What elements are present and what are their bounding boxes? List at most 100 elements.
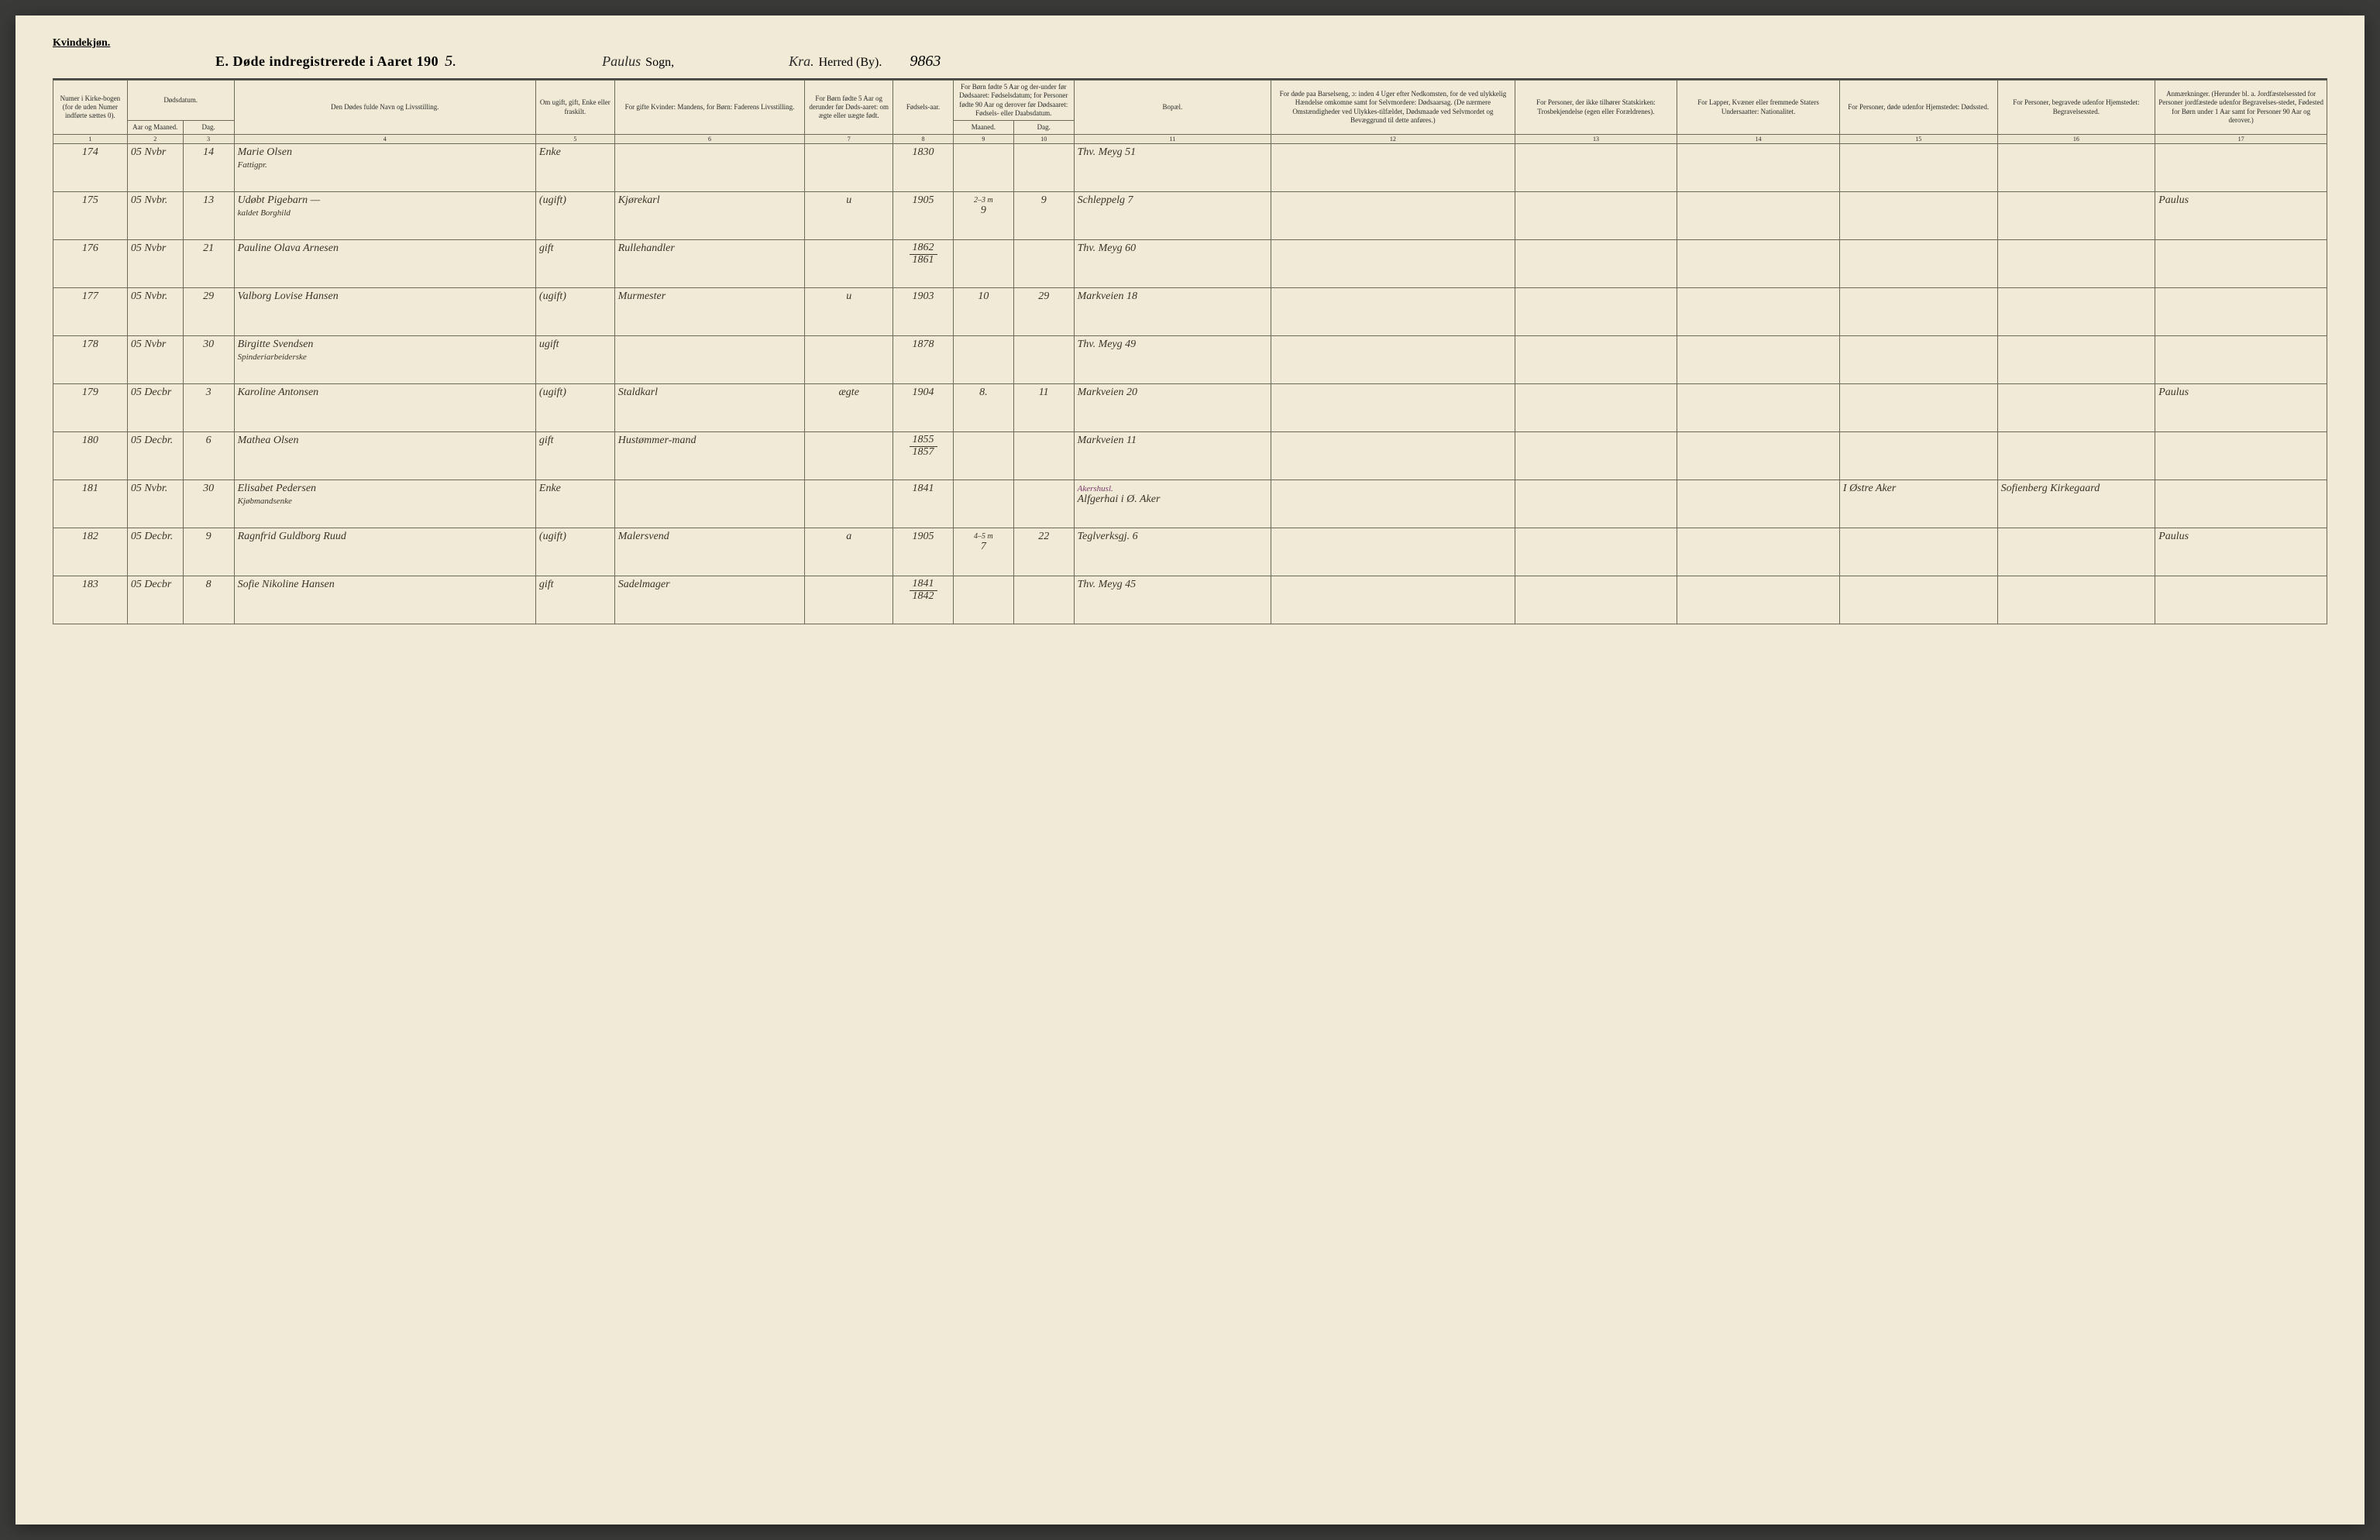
cell-bopael: Markveien 11	[1074, 432, 1271, 480]
colnum: 1	[53, 135, 128, 144]
cell-15	[1839, 384, 1997, 432]
colnum: 7	[805, 135, 893, 144]
cell-14	[1677, 432, 1840, 480]
cell-12	[1271, 576, 1515, 624]
cell-bopael: Akershusl.Alfgerhai i Ø. Aker	[1074, 480, 1271, 528]
cell-dag: 30	[183, 336, 234, 384]
cell-16	[1997, 336, 2155, 384]
cell-faar: 1841	[893, 480, 954, 528]
cell-dag: 21	[183, 240, 234, 288]
cell-14	[1677, 144, 1840, 192]
colnum: 12	[1271, 135, 1515, 144]
cell-fdag	[1013, 336, 1074, 384]
cell-13	[1515, 336, 1677, 384]
cell-aegte	[805, 576, 893, 624]
table-row: 17605 Nvbr21Pauline Olava ArnesengiftRul…	[53, 240, 2327, 288]
cell-bopael: Markveien 20	[1074, 384, 1271, 432]
cell-aegte	[805, 480, 893, 528]
cell-12	[1271, 480, 1515, 528]
cell-faar: 1830	[893, 144, 954, 192]
cell-12	[1271, 192, 1515, 240]
cell-navn: Marie OlsenFattigpr.	[234, 144, 535, 192]
cell-15	[1839, 288, 1997, 336]
cell-faar: 18621861	[893, 240, 954, 288]
cell-fdag: 22	[1013, 528, 1074, 576]
cell-fader: Sadelmager	[614, 576, 805, 624]
cell-faar: 1903	[893, 288, 954, 336]
cell-stand: ugift	[535, 336, 614, 384]
cell-dag: 14	[183, 144, 234, 192]
cell-fader: Kjørekarl	[614, 192, 805, 240]
page-number: 9863	[910, 53, 941, 70]
cell-stand: gift	[535, 432, 614, 480]
cell-stand: (ugift)	[535, 384, 614, 432]
cell-fmnd	[953, 480, 1013, 528]
col-14: For Lapper, Kvæner eller fremmede Stater…	[1677, 81, 1840, 135]
cell-16	[1997, 144, 2155, 192]
colnum-row: 1 2 3 4 5 6 7 8 9 10 11 12 13 14 15 16 1…	[53, 135, 2327, 144]
col-16: For Personer, begravede udenfor Hjemsted…	[1997, 81, 2155, 135]
cell-aar: 05 Nvbr	[127, 240, 183, 288]
cell-16	[1997, 528, 2155, 576]
sogn-value: Paulus	[602, 53, 641, 70]
table-row: 18105 Nvbr.30Elisabet PedersenKjøbmandse…	[53, 480, 2327, 528]
colnum: 17	[2155, 135, 2327, 144]
cell-fmnd	[953, 432, 1013, 480]
col-13: For Personer, der ikke tilhører Statskir…	[1515, 81, 1677, 135]
cell-fmnd	[953, 144, 1013, 192]
cell-aar: 05 Decbr.	[127, 528, 183, 576]
cell-16	[1997, 384, 2155, 432]
title-prefix: E. Døde indregistrerede i Aaret 190	[215, 53, 439, 70]
cell-14	[1677, 192, 1840, 240]
cell-faar: 18411842	[893, 576, 954, 624]
table-row: 17905 Decbr3Karoline Antonsen(ugift)Stal…	[53, 384, 2327, 432]
cell-14	[1677, 288, 1840, 336]
cell-bopael: Thv. Meyg 60	[1074, 240, 1271, 288]
col-2-group: Dødsdatum.	[127, 81, 234, 121]
cell-faar: 1878	[893, 336, 954, 384]
cell-fdag	[1013, 576, 1074, 624]
cell-13	[1515, 144, 1677, 192]
cell-15	[1839, 336, 1997, 384]
colnum: 10	[1013, 135, 1074, 144]
cell-fmnd	[953, 336, 1013, 384]
cell-num: 177	[53, 288, 128, 336]
cell-16	[1997, 240, 2155, 288]
cell-14	[1677, 336, 1840, 384]
cell-15	[1839, 240, 1997, 288]
cell-14	[1677, 384, 1840, 432]
cell-fdag	[1013, 144, 1074, 192]
colnum: 9	[953, 135, 1013, 144]
cell-17	[2155, 576, 2327, 624]
colnum: 14	[1677, 135, 1840, 144]
cell-num: 176	[53, 240, 128, 288]
table-row: 17405 Nvbr14Marie OlsenFattigpr.Enke1830…	[53, 144, 2327, 192]
cell-num: 183	[53, 576, 128, 624]
cell-12	[1271, 336, 1515, 384]
colnum: 4	[234, 135, 535, 144]
cell-aegte: u	[805, 192, 893, 240]
cell-fmnd	[953, 240, 1013, 288]
colnum: 15	[1839, 135, 1997, 144]
cell-navn: Valborg Lovise Hansen	[234, 288, 535, 336]
table-row: 17705 Nvbr.29Valborg Lovise Hansen(ugift…	[53, 288, 2327, 336]
cell-14	[1677, 480, 1840, 528]
cell-num: 180	[53, 432, 128, 480]
gender-label: Kvindekjøn.	[53, 37, 2327, 50]
cell-15	[1839, 576, 1997, 624]
cell-16	[1997, 192, 2155, 240]
cell-fmnd: 2–3 m9	[953, 192, 1013, 240]
cell-aar: 05 Nvbr.	[127, 192, 183, 240]
table-header: Numer i Kirke-bogen (for de uden Numer i…	[53, 81, 2327, 144]
cell-num: 178	[53, 336, 128, 384]
cell-aar: 05 Decbr	[127, 384, 183, 432]
cell-15	[1839, 528, 1997, 576]
cell-aegte	[805, 144, 893, 192]
herred-label: Herred (By).	[819, 56, 882, 70]
table-row: 18305 Decbr8Sofie Nikoline HansengiftSad…	[53, 576, 2327, 624]
colnum: 8	[893, 135, 954, 144]
title-year-suffix: 5.	[445, 53, 456, 70]
cell-navn: Sofie Nikoline Hansen	[234, 576, 535, 624]
cell-15	[1839, 432, 1997, 480]
title-row: E. Døde indregistrerede i Aaret 190 5. P…	[215, 53, 2327, 70]
